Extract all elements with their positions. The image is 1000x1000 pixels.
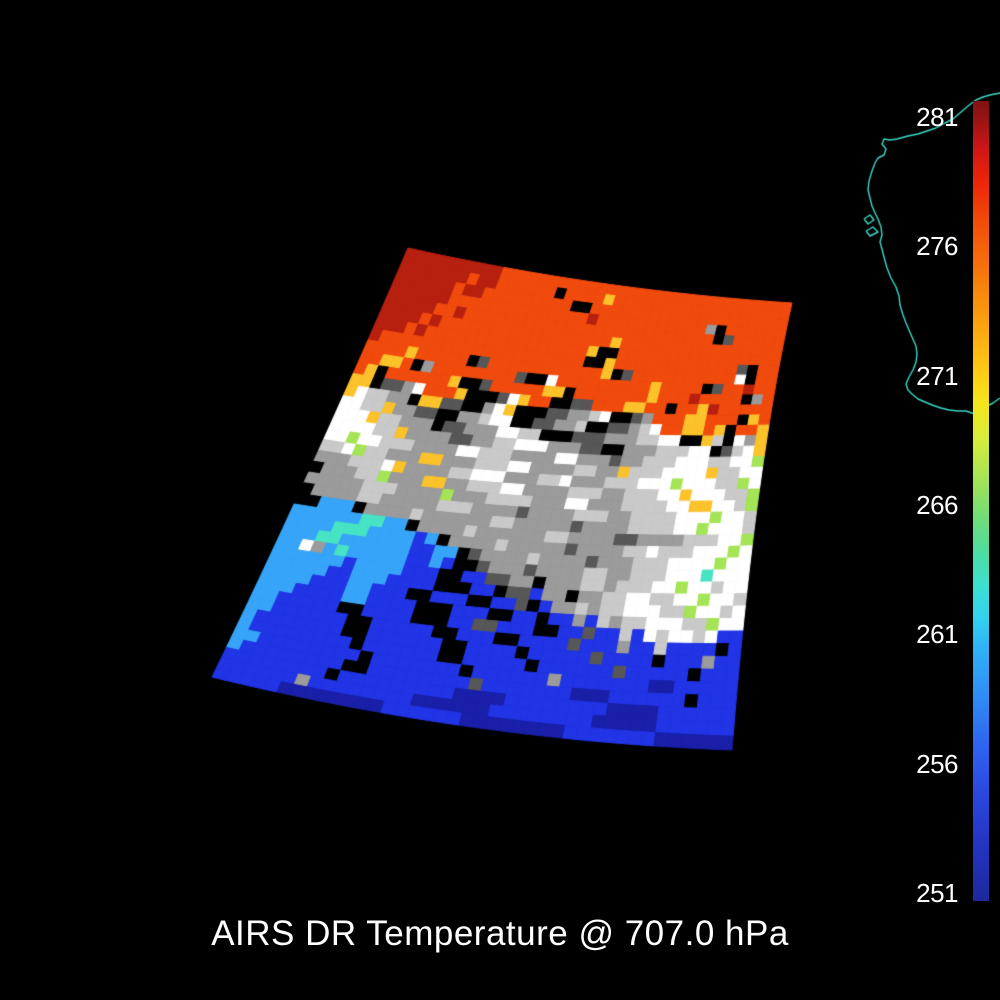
page-title: AIRS DR Temperature @ 707.0 hPa xyxy=(211,914,789,953)
colorbar xyxy=(973,101,989,901)
colorbar-tick-label: 271 xyxy=(916,360,958,391)
colorbar-tick-label: 261 xyxy=(916,619,958,650)
colorbar-tick-label: 256 xyxy=(916,748,958,779)
colorbar-tick-label: 276 xyxy=(916,231,958,262)
colorbar-tick-label: 281 xyxy=(916,102,958,132)
colorbar-tick-label: 266 xyxy=(916,490,958,520)
colorbar-tick-label: 251 xyxy=(916,878,958,908)
